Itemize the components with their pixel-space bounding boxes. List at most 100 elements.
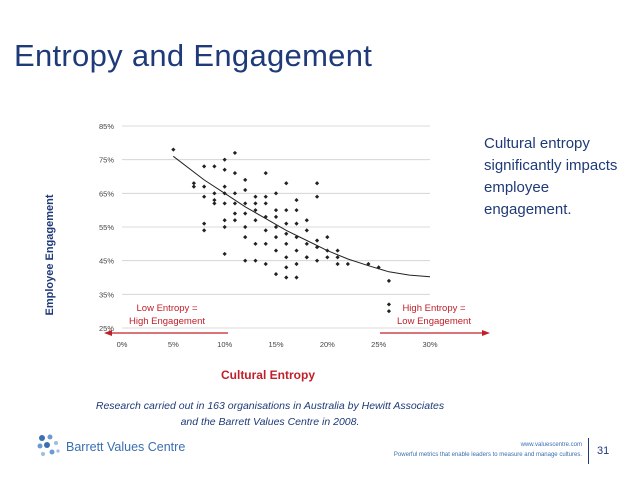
data-point [284, 231, 289, 236]
data-point [284, 241, 289, 246]
page-number: 31 [597, 445, 610, 457]
data-point [202, 194, 207, 199]
y-axis-ticks: 25% 35% 45% 55% 65% 75% 85% [99, 122, 114, 333]
low-entropy-arrowhead [104, 330, 112, 336]
data-point [222, 201, 227, 206]
data-point [212, 201, 217, 206]
x-axis-ticks: 0% 5% 10% 15% 20% 25% 30% [117, 340, 438, 349]
data-points [171, 147, 392, 314]
x-tick-label: 25% [371, 340, 386, 349]
data-point [284, 275, 289, 280]
y-tick-label: 65% [99, 189, 114, 198]
data-point [263, 261, 268, 267]
data-point [294, 261, 299, 267]
high-entropy-arrowhead [482, 330, 490, 336]
data-point [314, 258, 320, 263]
y-tick-label: 75% [99, 156, 114, 165]
data-point [202, 221, 207, 226]
data-point [376, 265, 381, 270]
footer-url[interactable]: www.valuescentre.com [520, 442, 582, 448]
data-point [273, 214, 279, 219]
data-point [335, 255, 340, 260]
y-tick-label: 85% [99, 122, 114, 131]
data-point [325, 255, 330, 260]
high-entropy-line2: Low Engagement [397, 316, 471, 327]
data-point [222, 224, 227, 230]
y-tick-label: 45% [99, 257, 114, 266]
data-point [243, 224, 248, 230]
data-point [232, 171, 238, 176]
data-point [212, 164, 217, 169]
barrett-logo-icon [37, 434, 60, 456]
data-point [263, 194, 268, 199]
data-point [263, 228, 268, 233]
data-point [366, 261, 371, 267]
data-point [202, 228, 207, 233]
data-point [284, 255, 289, 260]
data-point [171, 147, 176, 152]
data-point [386, 302, 392, 307]
x-tick-label: 10% [217, 340, 232, 349]
data-point [202, 164, 207, 169]
data-point [232, 218, 238, 223]
y-axis-label: Employee Engagement [44, 194, 56, 316]
entropy-note: Cultural entropy significantly impacts e… [484, 135, 618, 218]
data-point [294, 197, 299, 203]
data-point [243, 201, 248, 206]
x-axis-label: Cultural Entropy [220, 368, 315, 382]
source-line-1: Research carried out in 163 organisation… [95, 400, 445, 412]
x-tick-label: 5% [168, 340, 179, 349]
data-point [253, 194, 258, 199]
data-point [253, 258, 258, 263]
data-point [345, 261, 350, 267]
data-point [335, 261, 340, 267]
data-point [273, 191, 279, 196]
source-note: Research carried out in 163 organisation… [70, 398, 470, 430]
data-point [232, 201, 238, 206]
data-point [294, 208, 299, 213]
data-point [335, 248, 340, 253]
data-point [222, 191, 227, 196]
data-point [232, 191, 238, 196]
trendline-group [172, 155, 431, 278]
data-point [314, 238, 320, 243]
data-point [294, 248, 299, 253]
data-point [294, 221, 299, 226]
data-point [263, 214, 268, 219]
x-tick-label: 20% [320, 340, 335, 349]
footer-tagline: Powerful metrics that enable leaders to … [393, 452, 582, 458]
y-tick-label: 35% [99, 290, 114, 299]
high-entropy-annotation: High Entropy = Low Engagement [382, 302, 486, 328]
data-point [222, 167, 227, 172]
data-point [304, 255, 309, 260]
data-point [294, 235, 299, 240]
data-point [212, 197, 217, 203]
data-point [284, 221, 289, 226]
data-point [232, 150, 238, 156]
data-point [273, 208, 279, 213]
data-point [243, 211, 248, 216]
data-point [222, 184, 227, 189]
data-point [284, 208, 289, 213]
data-point [202, 184, 207, 189]
data-point [222, 157, 227, 162]
data-point [325, 248, 330, 253]
data-point [243, 258, 248, 263]
data-point [273, 235, 279, 240]
data-point [284, 265, 289, 270]
data-point [304, 218, 309, 223]
data-point [314, 245, 320, 250]
data-point [253, 201, 258, 206]
data-point [243, 235, 248, 240]
x-tick-label: 15% [268, 340, 283, 349]
y-tick-label: 55% [99, 223, 114, 232]
data-point [386, 309, 392, 314]
data-point [253, 218, 258, 223]
low-entropy-line2: High Engagement [128, 316, 206, 327]
data-point [212, 191, 217, 196]
source-line-2: and the Barrett Values Centre in 2008. [180, 416, 360, 428]
data-point [304, 228, 309, 233]
data-point [243, 187, 248, 193]
data-point [294, 275, 299, 280]
